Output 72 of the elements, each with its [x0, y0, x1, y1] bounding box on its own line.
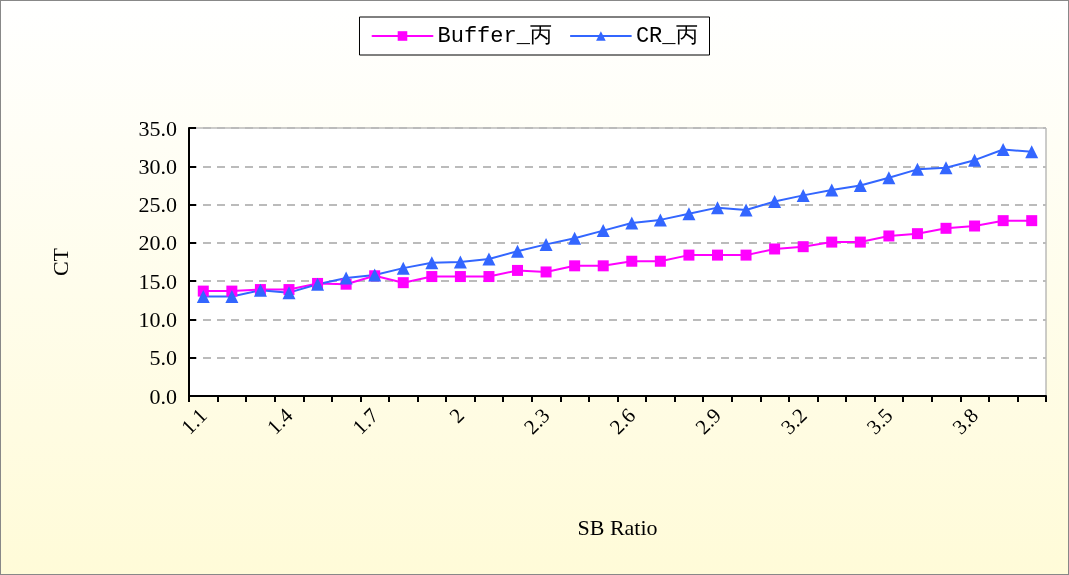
y-tick-label: 0.0 [149, 383, 177, 409]
x-tick-label: 3.8 [947, 403, 984, 440]
point [625, 216, 639, 230]
x-tick-label: 1.7 [347, 403, 384, 440]
point [397, 277, 409, 289]
point [682, 207, 696, 221]
x-tick-label: 2 [444, 403, 469, 428]
point [853, 178, 867, 192]
point [282, 286, 296, 300]
y-tick-label: 5.0 [149, 345, 177, 371]
point [997, 215, 1009, 227]
point [711, 249, 723, 261]
y-tick-label: 20.0 [138, 230, 177, 256]
x-tick-label: 2.6 [604, 403, 641, 440]
point [739, 203, 753, 217]
point [426, 271, 438, 283]
point [512, 264, 524, 276]
point [1025, 145, 1039, 159]
point [940, 222, 952, 234]
point [569, 260, 581, 272]
x-tick-label: 1.4 [261, 403, 298, 440]
point [826, 236, 838, 248]
y-tick-label: 10.0 [138, 306, 177, 332]
point [454, 271, 466, 283]
point [396, 261, 410, 275]
point [854, 236, 866, 248]
point [796, 188, 810, 202]
point [769, 243, 781, 255]
point [568, 231, 582, 245]
x-tick-label: 1.1 [176, 403, 212, 440]
point [653, 213, 667, 227]
point [740, 249, 752, 261]
legend-label: Buffer_丙 [437, 23, 552, 49]
point [911, 228, 923, 240]
point [225, 289, 239, 303]
point [482, 252, 496, 266]
point [483, 271, 495, 283]
point [540, 266, 552, 278]
point [1026, 215, 1038, 227]
x-tick-label: 2.9 [690, 403, 726, 440]
x-axis-title: SB Ratio [577, 514, 658, 540]
point [511, 244, 525, 258]
point [710, 201, 724, 215]
point [883, 230, 895, 242]
point [996, 142, 1010, 156]
point [969, 220, 981, 232]
point [596, 224, 610, 238]
point [683, 249, 695, 261]
point [882, 171, 896, 185]
point [196, 289, 210, 303]
point [939, 161, 953, 175]
legend-label: CR_丙 [635, 23, 698, 49]
y-tick-label: 35.0 [138, 115, 177, 141]
point [453, 255, 467, 269]
point [597, 260, 609, 272]
point [626, 255, 638, 267]
point [797, 241, 809, 253]
x-tick-label: 3.2 [776, 403, 812, 440]
point [910, 162, 924, 176]
point [968, 153, 982, 167]
y-tick-label: 15.0 [138, 268, 177, 294]
y-axis-title: CT [47, 247, 73, 277]
point [825, 183, 839, 197]
point [539, 237, 553, 251]
y-tick-label: 25.0 [138, 192, 177, 218]
point [425, 256, 439, 270]
x-tick-label: 3.5 [861, 403, 898, 440]
x-tick-label: 2.3 [519, 403, 555, 440]
point [654, 255, 666, 267]
point [339, 271, 353, 285]
y-tick-label: 30.0 [138, 153, 177, 179]
point [768, 195, 782, 209]
